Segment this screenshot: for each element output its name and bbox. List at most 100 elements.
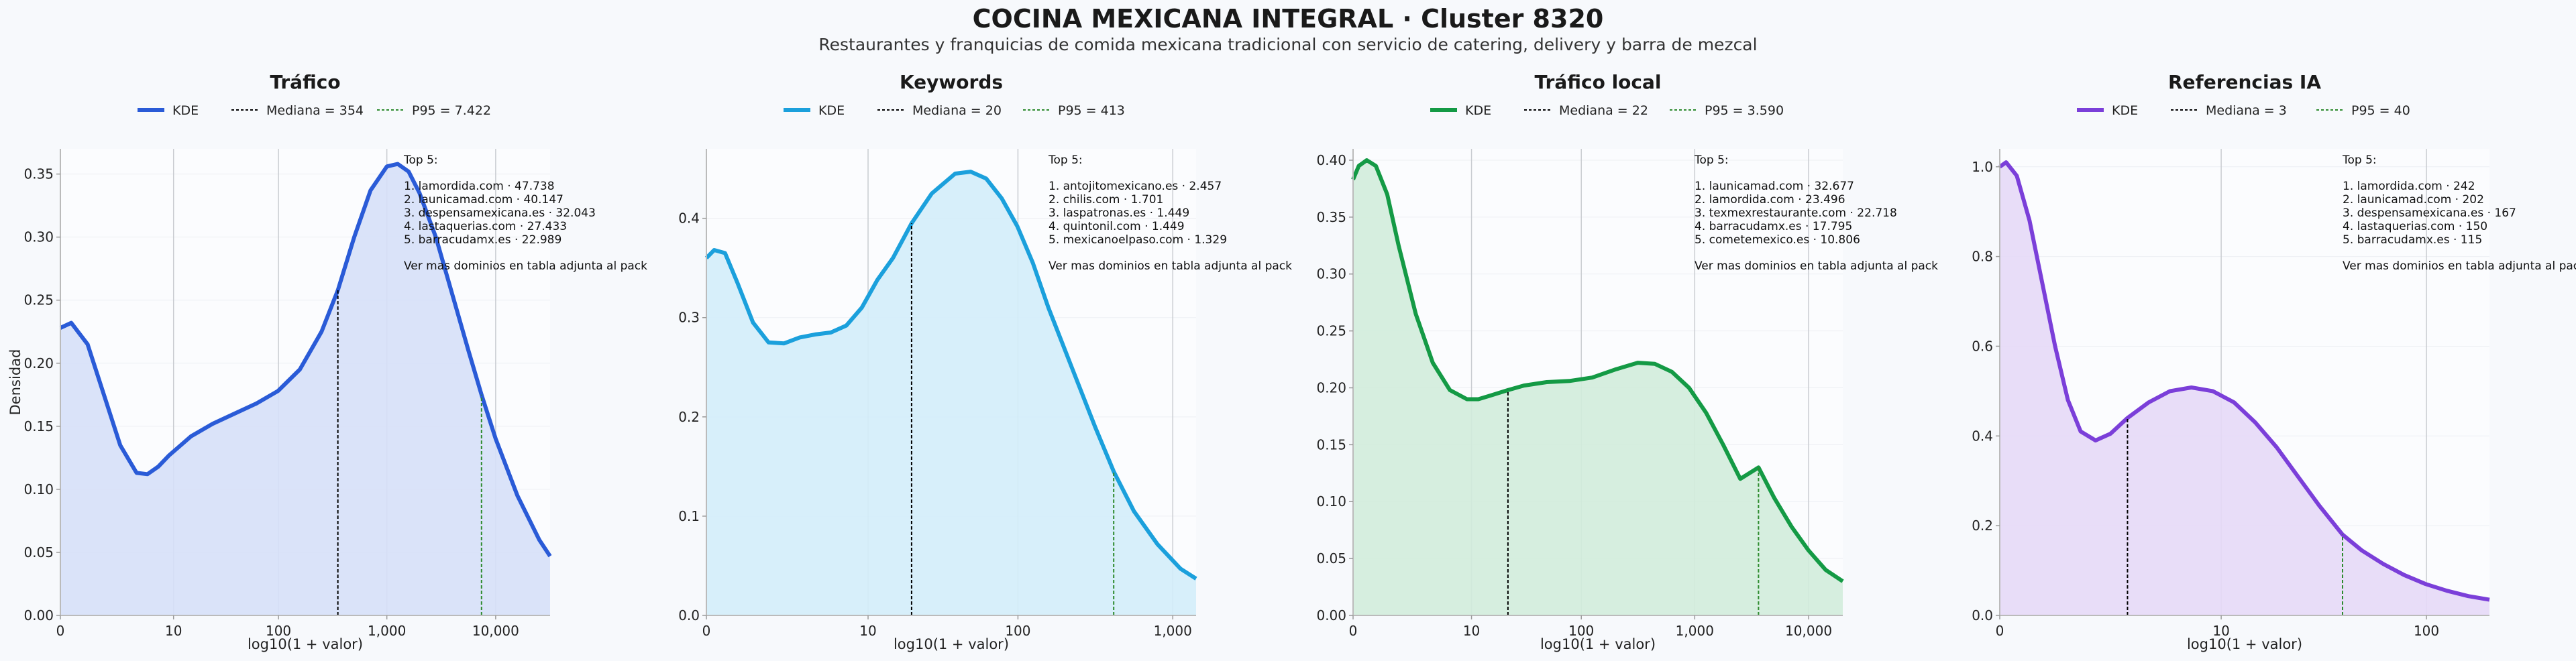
y-tick-label: 0.05	[1316, 550, 1346, 566]
panel-title: Referencias IA	[2168, 71, 2321, 93]
x-tick-label: 100	[266, 623, 291, 639]
x-tick-label: 10,000	[1785, 623, 1832, 639]
top5-item: 5. mexicanoelpaso.com · 1.329	[1049, 233, 1227, 247]
x-tick-label: 100	[2414, 623, 2439, 639]
top5-header: Top 5:	[1048, 154, 1083, 167]
page-subtitle: Restaurantes y franquicias de comida mex…	[818, 35, 1758, 54]
top5-footer: Ver mas dominios en tabla adjunta al pac…	[2343, 259, 2576, 273]
top5-item: 5. barracudamx.es · 115	[2343, 233, 2482, 247]
x-tick-label: 10	[1463, 623, 1480, 639]
top5-header: Top 5:	[2342, 154, 2377, 167]
y-tick-label: 0.15	[23, 418, 54, 434]
top5-item: 3. laspatronas.es · 1.449	[1049, 206, 1189, 220]
top5-footer: Ver mas dominios en tabla adjunta al pac…	[1049, 259, 1292, 273]
top5-item: 1. lamordida.com · 47.738	[404, 180, 555, 193]
x-tick-label: 1,000	[1154, 623, 1192, 639]
y-tick-label: 0.10	[1316, 493, 1346, 509]
y-tick-label: 0.05	[23, 544, 54, 560]
top5-item: 2. lamordida.com · 23.496	[1695, 193, 1845, 206]
legend-kde-label: KDE	[1465, 103, 1491, 118]
y-tick-label: 0.00	[1316, 607, 1346, 623]
panel-1: Tráfico KDE Mediana = 354 P95 = 7.422 0.00 0.…	[7, 71, 647, 652]
legend-median-label: Mediana = 20	[912, 103, 1002, 118]
kde-area	[1353, 160, 1843, 615]
top5-item: 3. despensamexicana.es · 167	[2343, 206, 2516, 220]
top5-item: 1. launicamad.com · 32.677	[1695, 180, 1854, 193]
y-tick-label: 0.2	[678, 409, 700, 425]
legend-median-label: Mediana = 3	[2206, 103, 2287, 118]
top5-item: 5. cometemexico.es · 10.806	[1695, 233, 1860, 247]
y-tick-label: 0.35	[23, 166, 54, 182]
top5-item: 1. antojitomexicano.es · 2.457	[1049, 180, 1222, 193]
x-tick-label: 10	[165, 623, 182, 639]
x-tick-label: 0	[1349, 623, 1358, 639]
legend: KDE Mediana = 3 P95 = 40	[2077, 103, 2410, 118]
y-tick-label: 0.20	[1316, 379, 1346, 396]
top5-item: 1. lamordida.com · 242	[2343, 180, 2475, 193]
top5-item: 4. quintonil.com · 1.449	[1049, 220, 1185, 233]
y-tick-label: 0.2	[1972, 518, 1993, 534]
x-axis-label: log10(1 + valor)	[1540, 636, 1656, 652]
legend: KDE Mediana = 20 P95 = 413	[784, 103, 1125, 118]
x-tick-label: 0	[1996, 623, 2004, 639]
x-axis-label: log10(1 + valor)	[894, 636, 1009, 652]
top5-item: 4. lastaquerias.com · 27.433	[404, 220, 567, 233]
y-tick-label: 0.30	[23, 229, 54, 245]
y-tick-label: 0.25	[23, 292, 54, 308]
legend-p95-label: P95 = 40	[2351, 103, 2410, 118]
x-tick-label: 100	[1568, 623, 1594, 639]
x-axis-label: log10(1 + valor)	[248, 636, 363, 652]
top5-item: 5. barracudamx.es · 22.989	[404, 233, 561, 247]
kde-area	[706, 172, 1196, 616]
panel-title: Tráfico	[270, 71, 340, 93]
legend: KDE Mediana = 22 P95 = 3.590	[1430, 103, 1784, 118]
legend-p95-label: P95 = 7.422	[412, 103, 491, 118]
legend-p95-label: P95 = 3.590	[1705, 103, 1784, 118]
top5-item: 2. launicamad.com · 40.147	[404, 193, 564, 206]
top5-header: Top 5:	[1694, 154, 1729, 167]
kde-line	[1351, 158, 1844, 583]
top5-item: 4. lastaquerias.com · 150	[2343, 220, 2487, 233]
top5-footer: Ver mas dominios en tabla adjunta al pac…	[404, 259, 647, 273]
y-tick-label: 0.40	[1316, 152, 1346, 168]
top5-item: 3. despensamexicana.es · 32.043	[404, 206, 596, 220]
x-axis-label: log10(1 + valor)	[2187, 636, 2302, 652]
x-tick-label: 0	[702, 623, 711, 639]
top5-header: Top 5:	[403, 154, 438, 167]
kde-line	[1998, 160, 2490, 602]
x-tick-label: 10,000	[472, 623, 519, 639]
y-axis-label: Densidad	[7, 349, 23, 416]
legend: KDE Mediana = 354 P95 = 7.422	[138, 103, 491, 118]
legend-kde-label: KDE	[818, 103, 845, 118]
y-tick-label: 0.8	[1972, 249, 1993, 265]
x-tick-label: 10	[859, 623, 876, 639]
panel-3: Tráfico local KDE Mediana = 22 P95 = 3.590 0…	[1316, 71, 1938, 652]
y-tick-label: 0.6	[1972, 338, 1993, 354]
y-tick-label: 0.35	[1316, 209, 1346, 225]
panel-2: Keywords KDE Mediana = 20 P95 = 413 0.0 0.1 0.…	[678, 71, 1292, 652]
legend-median-label: Mediana = 354	[266, 103, 364, 118]
y-tick-label: 0.20	[23, 355, 54, 371]
kde-line	[704, 170, 1197, 581]
y-tick-label: 0.4	[678, 211, 700, 227]
y-tick-label: 1.0	[1972, 159, 1993, 175]
kde-line	[59, 162, 552, 558]
x-tick-label: 1,000	[368, 623, 406, 639]
kde-area	[2000, 162, 2489, 616]
y-tick-label: 0.3	[678, 310, 700, 326]
page-title: COCINA MEXICANA INTEGRAL · Cluster 8320	[972, 4, 1604, 34]
top5-item: 3. texmexrestaurante.com · 22.718	[1695, 206, 1897, 220]
x-tick-label: 100	[1005, 623, 1030, 639]
x-tick-label: 1,000	[1676, 623, 1714, 639]
y-tick-label: 0.0	[678, 607, 700, 623]
top5-footer: Ver mas dominios en tabla adjunta al pac…	[1695, 259, 1938, 273]
panel-title: Tráfico local	[1535, 71, 1662, 93]
top5-item: 4. barracudamx.es · 17.795	[1695, 220, 1852, 233]
legend-p95-label: P95 = 413	[1058, 103, 1125, 118]
x-tick-label: 0	[56, 623, 65, 639]
legend-median-label: Mediana = 22	[1559, 103, 1648, 118]
top5-item: 2. launicamad.com · 202	[2343, 193, 2484, 206]
